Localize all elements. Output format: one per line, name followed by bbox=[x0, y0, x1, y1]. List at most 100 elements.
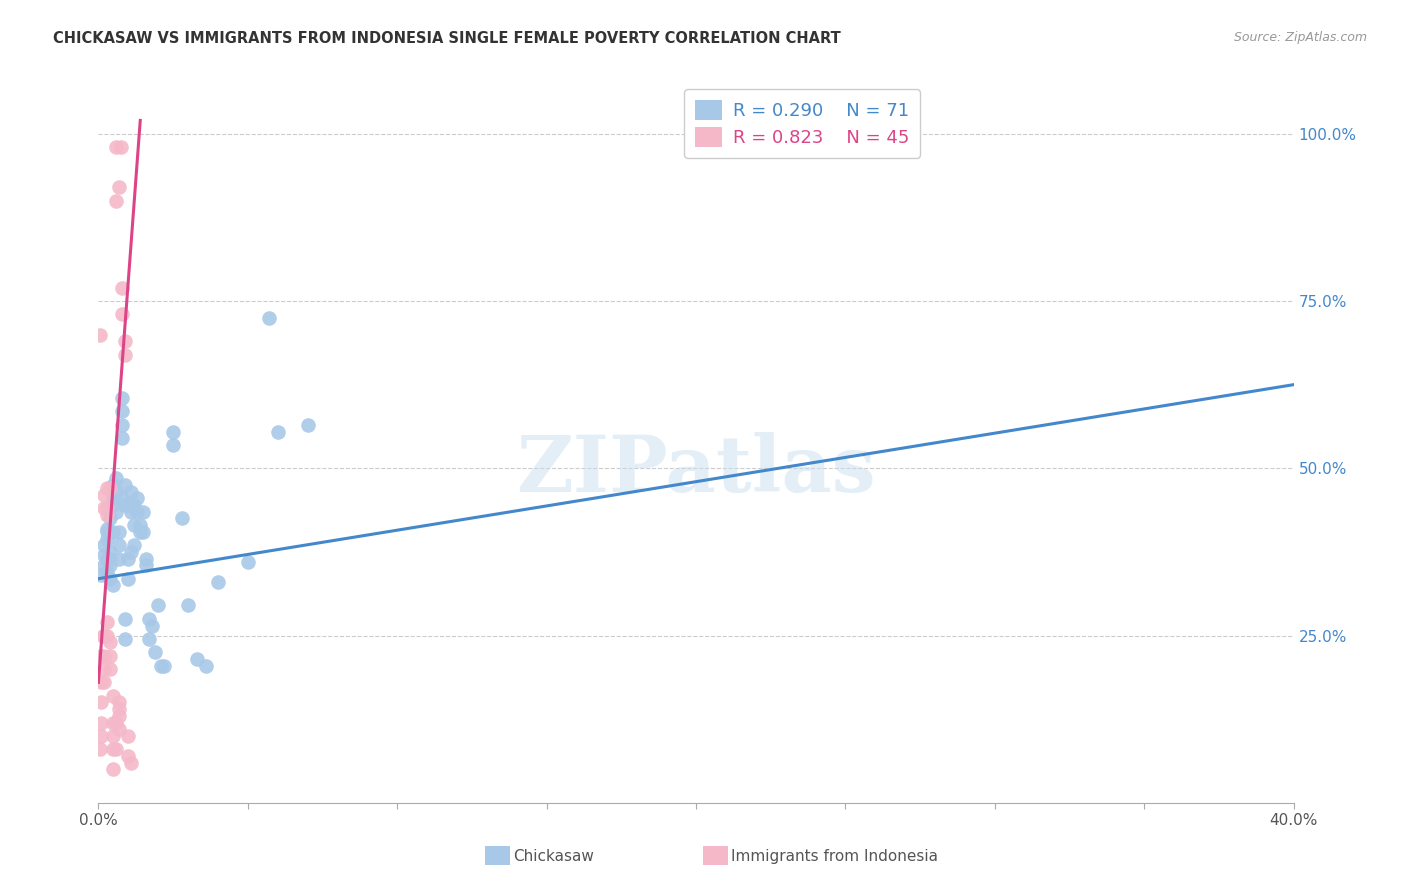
Point bbox=[117, 498, 139, 512]
Point bbox=[141, 618, 163, 632]
Point bbox=[297, 417, 319, 432]
Point bbox=[111, 417, 134, 432]
Text: Chickasaw: Chickasaw bbox=[513, 849, 595, 863]
Point bbox=[103, 491, 125, 506]
Point bbox=[96, 524, 118, 539]
Point bbox=[96, 565, 118, 579]
Text: CHICKASAW VS IMMIGRANTS FROM INDONESIA SINGLE FEMALE POVERTY CORRELATION CHART: CHICKASAW VS IMMIGRANTS FROM INDONESIA S… bbox=[53, 31, 841, 46]
Point bbox=[114, 612, 136, 626]
Point bbox=[267, 425, 290, 439]
Point bbox=[117, 729, 139, 743]
Point bbox=[103, 498, 125, 512]
Point bbox=[108, 524, 131, 539]
Point bbox=[117, 749, 139, 764]
Point bbox=[98, 572, 122, 586]
Point bbox=[93, 501, 115, 516]
Point bbox=[111, 431, 134, 445]
Point bbox=[108, 551, 131, 566]
Point bbox=[186, 652, 208, 666]
Point bbox=[129, 518, 152, 533]
Point bbox=[103, 524, 125, 539]
Point bbox=[110, 140, 132, 154]
Point bbox=[124, 538, 146, 552]
Point bbox=[90, 648, 112, 663]
Point bbox=[90, 675, 112, 690]
Point bbox=[89, 742, 111, 756]
Text: ZIPatlas: ZIPatlas bbox=[516, 433, 876, 508]
Point bbox=[111, 281, 134, 295]
Point bbox=[177, 599, 200, 613]
Point bbox=[138, 612, 160, 626]
Point bbox=[90, 715, 112, 730]
Point bbox=[117, 551, 139, 566]
Point bbox=[105, 471, 128, 485]
Point bbox=[98, 482, 122, 496]
Point bbox=[108, 538, 131, 552]
Point bbox=[103, 478, 125, 492]
Point bbox=[91, 628, 114, 642]
Point bbox=[98, 662, 122, 676]
Point bbox=[105, 715, 128, 730]
Point bbox=[120, 484, 142, 499]
Text: Immigrants from Indonesia: Immigrants from Indonesia bbox=[731, 849, 938, 863]
Point bbox=[93, 662, 115, 676]
Point bbox=[93, 488, 115, 502]
Point bbox=[257, 310, 280, 325]
Point bbox=[105, 742, 128, 756]
Point bbox=[135, 558, 157, 573]
Point bbox=[96, 628, 118, 642]
Point bbox=[111, 404, 134, 418]
Point bbox=[138, 632, 160, 646]
Point bbox=[108, 696, 131, 710]
Point bbox=[103, 729, 125, 743]
Point bbox=[108, 702, 131, 716]
Point bbox=[172, 511, 194, 525]
Point bbox=[90, 568, 112, 582]
Point bbox=[108, 708, 131, 723]
Point bbox=[127, 491, 149, 506]
Point bbox=[103, 762, 125, 776]
Point bbox=[103, 578, 125, 592]
Point bbox=[150, 658, 173, 673]
Point bbox=[98, 545, 122, 559]
Point bbox=[89, 327, 111, 342]
Point bbox=[105, 484, 128, 499]
Point bbox=[162, 425, 184, 439]
Point bbox=[103, 742, 125, 756]
Point bbox=[153, 658, 176, 673]
Point bbox=[127, 505, 149, 519]
Point bbox=[108, 723, 131, 737]
Point bbox=[105, 505, 128, 519]
Point bbox=[93, 648, 115, 663]
Point bbox=[114, 498, 136, 512]
Point bbox=[195, 658, 218, 673]
Point bbox=[135, 551, 157, 566]
Point bbox=[111, 491, 134, 506]
Legend: R = 0.290    N = 71, R = 0.823    N = 45: R = 0.290 N = 71, R = 0.823 N = 45 bbox=[685, 89, 920, 158]
Point bbox=[120, 505, 142, 519]
Point bbox=[114, 478, 136, 492]
Point bbox=[98, 648, 122, 663]
Point bbox=[93, 675, 115, 690]
Point bbox=[96, 532, 118, 546]
Point bbox=[685, 130, 707, 145]
Point bbox=[90, 696, 112, 710]
Point bbox=[132, 524, 155, 539]
Point bbox=[93, 628, 115, 642]
Point bbox=[96, 501, 118, 516]
Point bbox=[90, 729, 112, 743]
Point bbox=[98, 558, 122, 573]
Point bbox=[207, 575, 229, 590]
Point bbox=[124, 518, 146, 533]
Point bbox=[162, 438, 184, 452]
Point bbox=[108, 180, 131, 194]
Point bbox=[98, 511, 122, 525]
Point bbox=[117, 572, 139, 586]
Point bbox=[98, 635, 122, 649]
Point bbox=[103, 689, 125, 703]
Point bbox=[120, 545, 142, 559]
Point bbox=[105, 140, 128, 154]
Point bbox=[143, 645, 166, 659]
Text: Source: ZipAtlas.com: Source: ZipAtlas.com bbox=[1233, 31, 1367, 45]
Point bbox=[111, 391, 134, 405]
